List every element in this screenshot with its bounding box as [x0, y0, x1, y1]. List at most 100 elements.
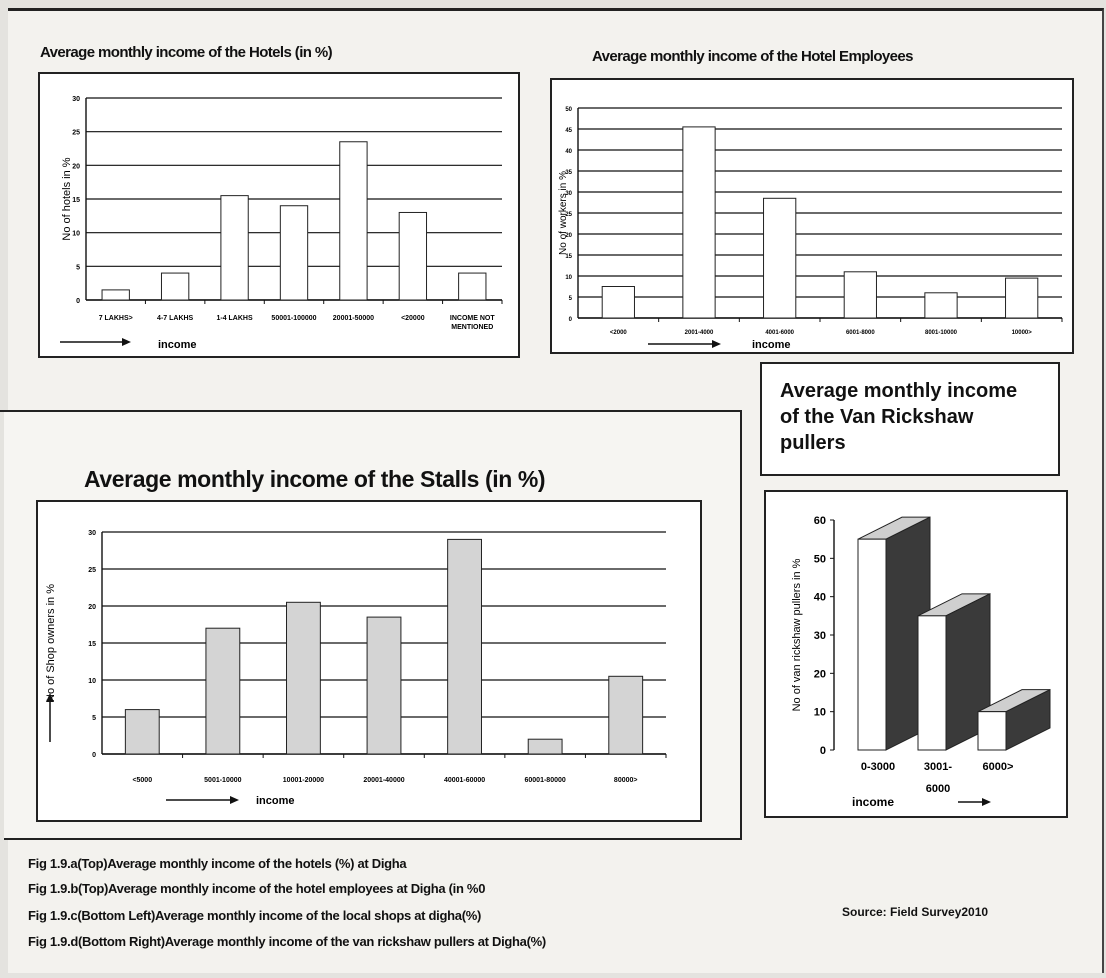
x-tick-label: INCOME NOT — [450, 315, 495, 322]
bar — [527, 738, 563, 755]
van-chart-frame: 0 10 20 30 40 50 60 0-3000 3001- 6000 6000> No of v… — [764, 490, 1068, 818]
x-tick-label: 6000> — [983, 761, 1014, 773]
y-tick-label: 0 — [92, 752, 96, 759]
caption-c: Fig 1.9.c(Bottom Left)Average monthly in… — [28, 908, 482, 923]
y-arrow-head — [46, 693, 54, 702]
y-tick-label: 15 — [88, 641, 96, 648]
van-title-box: Average monthly income of the Van Ricksh… — [760, 362, 1060, 476]
x-tick-label: 20001-50000 — [333, 315, 374, 322]
bar — [279, 205, 309, 301]
y-tick-label: 50 — [814, 553, 826, 565]
hotels-chart: 0 5 10 15 20 25 30 7 LAKHS> 4-7 LAKHS 1-4 LAKHS 50… — [60, 96, 503, 351]
y-tick-label: 30 — [565, 191, 572, 197]
bar — [447, 538, 482, 755]
y-tick-label: 20 — [814, 668, 826, 680]
y-tick-label: 20 — [72, 163, 80, 170]
y-tick-label: 5 — [92, 715, 96, 722]
bar — [205, 627, 241, 755]
x-axis-label: income — [752, 339, 791, 351]
x-tick-label: 5001-10000 — [204, 777, 241, 784]
x-tick-label: 0-3000 — [861, 761, 895, 773]
bar — [601, 286, 635, 319]
y-tick-label: 30 — [72, 96, 80, 103]
y-tick-label: 10 — [814, 707, 826, 719]
bar — [366, 616, 402, 755]
employees-chart: 0 5 10 15 20 25 30 35 40 45 50 <2000 2001-4000 4001-6… — [448, 71, 1063, 351]
x-tick-label: 6000 — [926, 783, 950, 795]
x-arrow-head — [122, 338, 131, 346]
y-axis-label: No of workers in % — [558, 171, 569, 255]
x-tick-label: 7 LAKHS> — [99, 315, 133, 322]
y-axis-label: No of Shop owners in % — [45, 584, 57, 702]
y-tick-label: 20 — [565, 233, 572, 239]
stalls-chart-frame: 0 5 10 15 20 25 30 <5000 5001-10000 10001-20000 20… — [36, 500, 702, 822]
x-tick-label: 6001-8000 — [846, 330, 875, 336]
x-tick-label: <20000 — [401, 315, 425, 322]
van-chart-title: Average monthly income of the Van Ricksh… — [780, 380, 1018, 454]
employees-chart-title: Average monthly income of the Hotel Empl… — [592, 48, 913, 65]
stalls-chart: 0 5 10 15 20 25 30 <5000 5001-10000 10001-20000 20… — [45, 530, 667, 807]
van-chart: 0 10 20 30 40 50 60 0-3000 3001- 6000 6000> No of v… — [791, 515, 1051, 809]
hotels-chart-title: Average monthly income of the Hotels (in… — [40, 44, 333, 61]
x-tick-label: 2001-4000 — [685, 330, 714, 336]
x-tick-label: 10000> — [1012, 330, 1033, 336]
x-tick-label: 50001-100000 — [271, 315, 316, 322]
source-note: Source: Field Survey2010 — [842, 905, 989, 919]
y-tick-label: 5 — [76, 264, 80, 271]
x-tick-label: 80000> — [614, 777, 638, 784]
bar — [398, 211, 428, 301]
bar — [763, 197, 797, 319]
bar — [1005, 277, 1039, 319]
y-tick-label: 60 — [814, 515, 826, 527]
y-tick-label: 40 — [565, 149, 572, 155]
x-tick-label: 20001-40000 — [363, 777, 404, 784]
y-tick-label: 10 — [88, 678, 96, 685]
bar — [286, 601, 321, 755]
y-tick-label: 50 — [565, 107, 572, 113]
x-tick-label: 4-7 LAKHS — [157, 315, 194, 322]
y-tick-label: 0 — [76, 298, 80, 305]
y-tick-label: 5 — [569, 296, 573, 302]
bar — [917, 615, 947, 751]
caption-d: Fig 1.9.d(Bottom Right)Average monthly i… — [28, 934, 546, 949]
x-axis-label: income — [158, 339, 197, 351]
stalls-chart-title: Average monthly income of the Stalls (in… — [84, 466, 546, 492]
bar — [857, 538, 887, 751]
divider — [0, 410, 6, 412]
x-arrow-head — [712, 340, 721, 348]
bar — [682, 126, 716, 319]
x-arrow-head — [230, 796, 239, 804]
employees-chart-frame: 0 5 10 15 20 25 30 35 40 45 50 <2000 2001-4000 4001-6… — [448, 71, 1074, 354]
bar — [843, 271, 877, 319]
y-axis-label: No of van rickshaw pullers in % — [791, 558, 803, 711]
y-tick-label: 35 — [565, 170, 572, 176]
y-tick-label: 45 — [565, 128, 572, 134]
y-axis-label: No of hotels in % — [61, 157, 73, 240]
y-tick-label: 10 — [565, 275, 572, 281]
x-tick-label: <2000 — [610, 330, 628, 336]
x-arrow-head — [982, 798, 991, 806]
y-tick-label: 20 — [88, 604, 96, 611]
hotels-chart-frame: 0 5 10 15 20 25 30 7 LAKHS> 4-7 LAKHS 1-4 LAKHS 50… — [38, 72, 520, 358]
x-axis-label: income — [256, 795, 295, 807]
x-tick-label: MENTIONED — [451, 324, 493, 331]
x-axis-label: income — [852, 795, 894, 809]
y-tick-label: 15 — [565, 254, 572, 260]
x-tick-label: <5000 — [132, 777, 152, 784]
bar — [924, 292, 958, 319]
x-tick-label: 4001-6000 — [765, 330, 794, 336]
y-tick-label: 40 — [814, 592, 826, 604]
bar — [458, 272, 487, 301]
bar — [101, 289, 130, 301]
y-tick-label: 25 — [88, 567, 96, 574]
y-tick-label: 0 — [820, 745, 826, 757]
bar — [608, 675, 644, 755]
y-tick-label: 30 — [88, 530, 96, 537]
x-tick-label: 10001-20000 — [283, 777, 324, 784]
y-tick-label: 10 — [72, 231, 80, 238]
y-tick-label: 25 — [565, 212, 572, 218]
bar — [124, 709, 160, 755]
x-tick-label: 1-4 LAKHS — [216, 315, 253, 322]
bar — [977, 711, 1007, 751]
y-tick-label: 0 — [569, 317, 573, 323]
